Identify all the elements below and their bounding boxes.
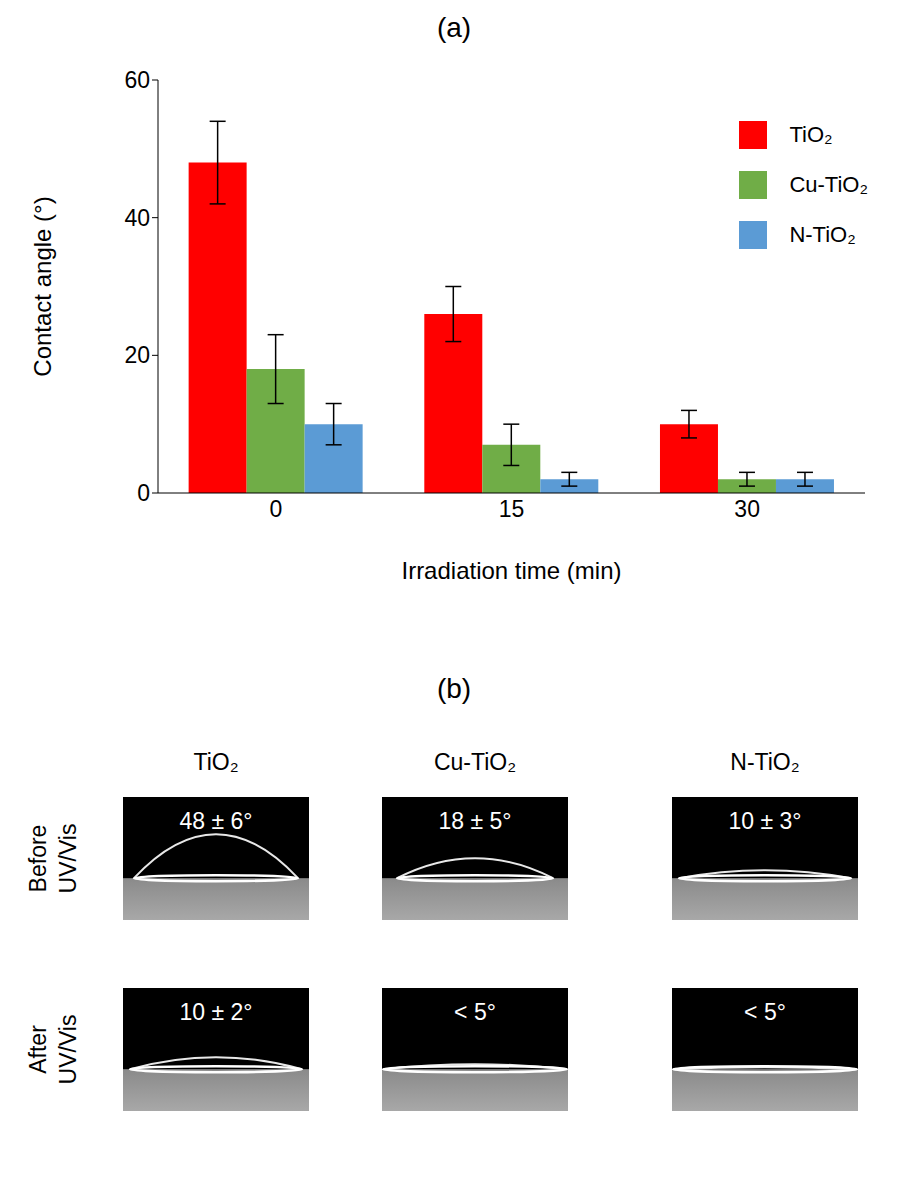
- svg-text:60: 60: [124, 67, 150, 93]
- svg-text:(b): (b): [437, 673, 471, 704]
- svg-text:Cu-TiO₂: Cu-TiO₂: [434, 749, 516, 775]
- svg-text:10 ± 3°: 10 ± 3°: [729, 808, 802, 834]
- svg-text:48 ± 6°: 48 ± 6°: [180, 808, 253, 834]
- svg-text:18 ± 5°: 18 ± 5°: [439, 808, 512, 834]
- svg-text:30: 30: [734, 496, 760, 522]
- html-text:(a): (a): [436, 12, 472, 43]
- svg-text:0: 0: [269, 496, 282, 522]
- svg-text:0: 0: [137, 480, 150, 506]
- svg-text:10 ± 2°: 10 ± 2°: [180, 999, 253, 1025]
- html-text:N-TiO₂: N-TiO₂: [789, 222, 856, 247]
- svg-text:< 5°: < 5°: [454, 999, 496, 1025]
- html-text:TiO₂: TiO₂: [789, 122, 833, 147]
- svg-text:BeforeUV/Vis: BeforeUV/Vis: [25, 824, 81, 894]
- svg-text:AfterUV/Vis: AfterUV/Vis: [25, 1015, 81, 1085]
- svg-text:20: 20: [124, 342, 150, 368]
- svg-text:Irradiation time (min): Irradiation time (min): [401, 557, 621, 584]
- html-text:Cu-TiO₂: Cu-TiO₂: [789, 172, 868, 197]
- svg-text:< 5°: < 5°: [744, 999, 786, 1025]
- svg-text:Contact angle (°): Contact angle (°): [29, 196, 56, 376]
- svg-text:TiO₂: TiO₂: [193, 749, 238, 775]
- svg-text:40: 40: [124, 205, 150, 231]
- svg-text:N-TiO₂: N-TiO₂: [730, 749, 799, 775]
- svg-text:15: 15: [499, 496, 525, 522]
